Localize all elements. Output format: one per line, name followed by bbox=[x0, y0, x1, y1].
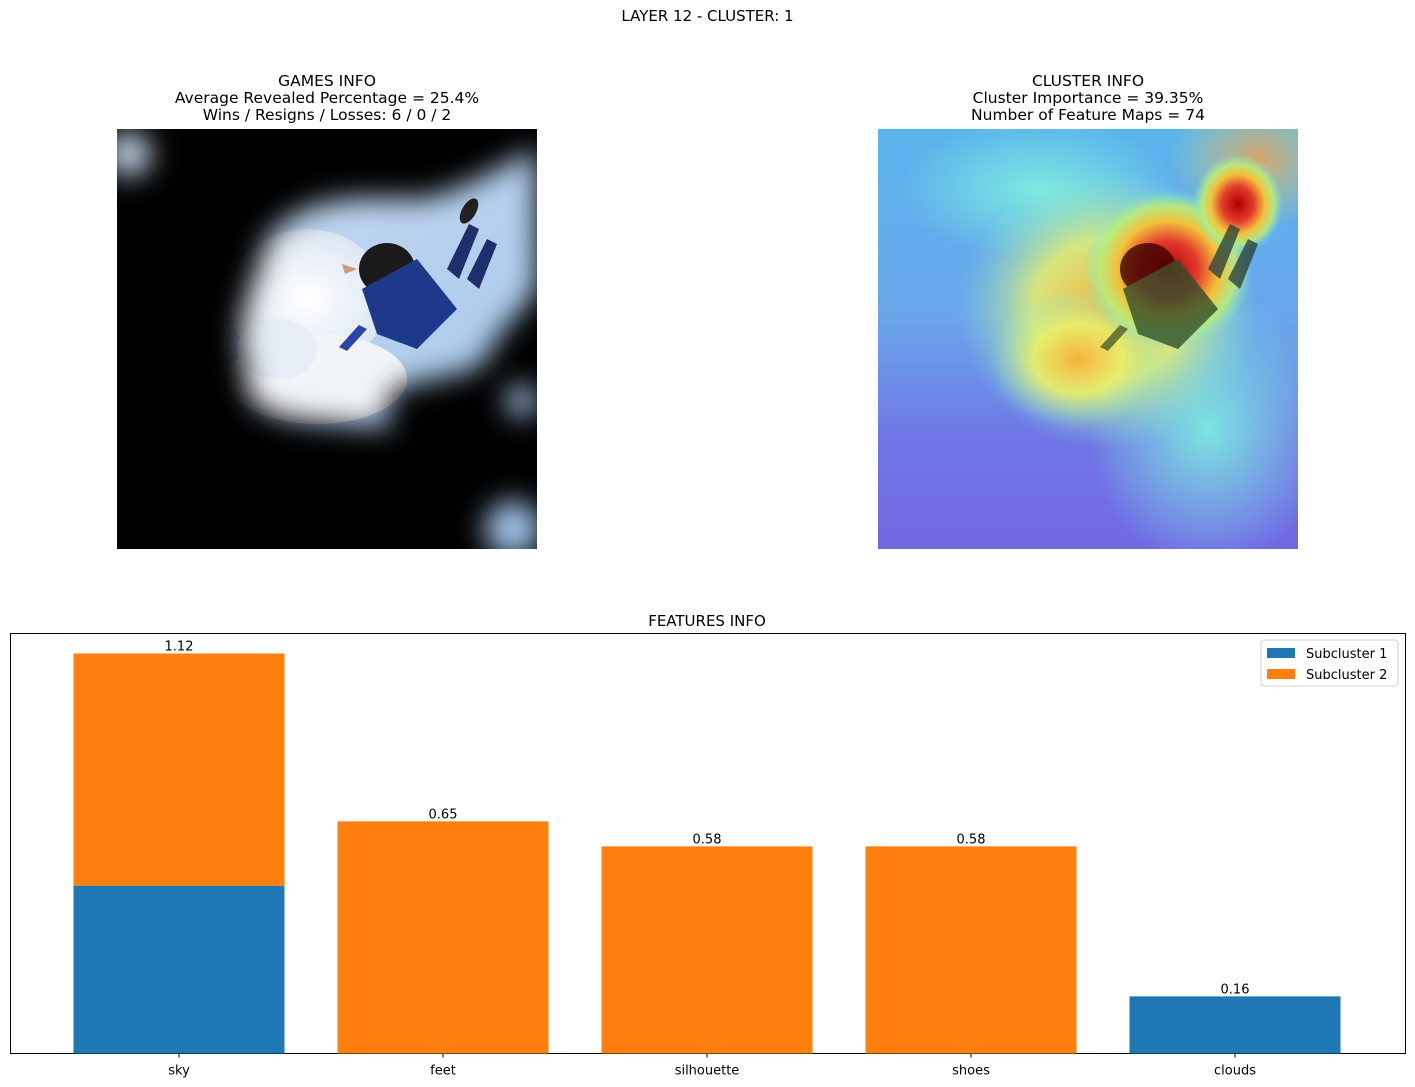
x-axis-ticks: sky feet silhouette shoes clouds bbox=[168, 1054, 1256, 1079]
bar-sky-subcluster-1 bbox=[74, 886, 285, 1054]
bar-silhouette-subcluster-2 bbox=[602, 846, 813, 1053]
x-tick-label-silhouette: silhouette bbox=[675, 1064, 740, 1079]
bar-clouds-subcluster-1 bbox=[1130, 996, 1341, 1053]
x-tick-label-shoes: shoes bbox=[952, 1064, 990, 1079]
bar-feet-subcluster-2 bbox=[338, 821, 549, 1053]
chart-title: FEATURES INFO bbox=[648, 612, 766, 630]
bar-sky-subcluster-2 bbox=[74, 654, 285, 886]
x-tick-label-sky: sky bbox=[168, 1064, 190, 1079]
total-label-sky: 1.12 bbox=[165, 640, 194, 655]
total-label-clouds: 0.16 bbox=[1221, 982, 1250, 997]
legend-label-subcluster-1: Subcluster 1 bbox=[1306, 647, 1387, 662]
bar-shoes-subcluster-2 bbox=[866, 846, 1077, 1053]
legend-swatch-subcluster-1 bbox=[1267, 648, 1295, 658]
x-tick-label-clouds: clouds bbox=[1214, 1064, 1256, 1079]
x-tick-label-feet: feet bbox=[430, 1064, 456, 1079]
total-label-silhouette: 0.58 bbox=[693, 832, 722, 847]
legend-swatch-subcluster-2 bbox=[1267, 669, 1295, 679]
legend-label-subcluster-2: Subcluster 2 bbox=[1306, 668, 1387, 683]
total-label-feet: 0.65 bbox=[429, 807, 458, 822]
total-label-shoes: 0.58 bbox=[957, 832, 986, 847]
legend: Subcluster 1 Subcluster 2 bbox=[1261, 640, 1398, 686]
